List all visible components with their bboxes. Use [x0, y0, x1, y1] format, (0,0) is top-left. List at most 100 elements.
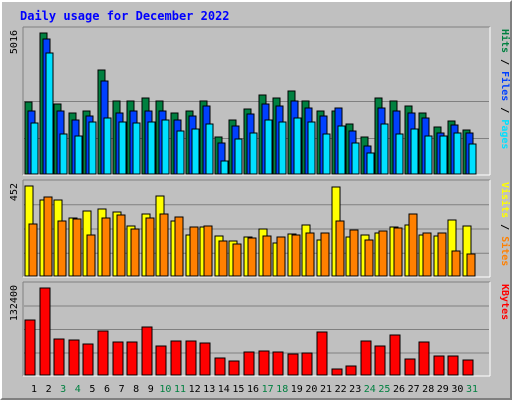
day-label-21: 21 — [320, 384, 332, 395]
bar-sites-day-21 — [320, 232, 330, 277]
bar-pages-day-4 — [74, 135, 83, 175]
bar-pages-day-16 — [249, 132, 258, 175]
bar-pages-day-6 — [103, 117, 112, 175]
bar-sites-day-29 — [437, 232, 447, 277]
day-label-18: 18 — [276, 384, 288, 395]
bar-sites-day-25 — [378, 230, 388, 277]
bar-sites-day-10 — [159, 213, 169, 277]
day-label-31: 31 — [466, 384, 478, 395]
bar-sites-day-18 — [276, 236, 286, 277]
chart-title: Daily usage for December 2022 — [20, 9, 230, 23]
bar-pages-day-1 — [30, 122, 39, 175]
bar-sites-day-9 — [145, 217, 155, 277]
bar-pages-day-30 — [453, 132, 462, 175]
hits-files-pages-scale-label: 5016 — [9, 30, 20, 54]
bar-kbytes-day-22 — [331, 368, 343, 376]
bar-kbytes-day-17 — [258, 350, 270, 376]
day-label-12: 12 — [189, 384, 201, 395]
hits-files-pages-panel: 5016 Hits / Files / Pages — [9, 26, 511, 176]
day-label-11: 11 — [174, 384, 186, 395]
bar-kbytes-day-29 — [433, 355, 445, 376]
bar-kbytes-day-13 — [199, 342, 211, 376]
legend-entry: Files — [499, 71, 511, 101]
bar-sites-day-17 — [262, 235, 272, 277]
day-label-2: 2 — [46, 384, 52, 395]
day-label-20: 20 — [305, 384, 317, 395]
day-label-14: 14 — [218, 384, 230, 395]
bar-kbytes-day-30 — [447, 355, 459, 376]
day-label-1: 1 — [31, 384, 37, 395]
bar-pages-day-21 — [322, 133, 331, 175]
visits-sites-legend: Visits / Sites — [499, 182, 511, 266]
bar-sites-day-23 — [349, 229, 359, 277]
bar-kbytes-day-28 — [418, 341, 430, 376]
bar-pages-day-12 — [191, 128, 200, 175]
day-label-29: 29 — [437, 384, 449, 395]
bar-pages-day-20 — [307, 121, 316, 175]
bar-pages-day-23 — [351, 142, 360, 175]
bar-kbytes-day-4 — [68, 339, 80, 376]
bar-pages-day-5 — [88, 121, 97, 175]
day-label-16: 16 — [247, 384, 259, 395]
bar-sites-day-27 — [408, 213, 418, 277]
bar-kbytes-day-25 — [374, 345, 386, 376]
visits-sites-panel: 452 Visits / Sites — [9, 179, 511, 278]
bar-sites-day-31 — [466, 253, 476, 277]
bar-kbytes-day-9 — [141, 326, 153, 376]
day-label-7: 7 — [119, 384, 125, 395]
bar-sites-day-30 — [451, 250, 461, 277]
bar-sites-day-22 — [335, 220, 345, 277]
bar-pages-day-22 — [337, 125, 346, 175]
day-label-6: 6 — [104, 384, 110, 395]
visits-sites-scale-label: 452 — [9, 183, 20, 201]
bar-sites-day-1 — [28, 223, 38, 277]
day-label-10: 10 — [159, 384, 171, 395]
bar-kbytes-day-6 — [97, 330, 109, 376]
bar-sites-day-26 — [393, 227, 403, 277]
bar-pages-day-31 — [468, 143, 477, 175]
kbytes-scale-label: 132400 — [9, 285, 20, 321]
day-label-4: 4 — [75, 384, 81, 395]
bar-kbytes-day-16 — [243, 351, 255, 376]
bar-kbytes-day-2 — [39, 287, 51, 376]
day-label-24: 24 — [364, 384, 376, 395]
bar-pages-day-7 — [118, 121, 127, 175]
bar-pages-day-15 — [234, 138, 243, 175]
bar-kbytes-day-12 — [185, 340, 197, 376]
day-label-9: 9 — [148, 384, 154, 395]
bar-pages-day-3 — [59, 133, 68, 175]
bar-kbytes-day-15 — [228, 360, 240, 376]
bar-kbytes-day-20 — [301, 352, 313, 376]
bar-kbytes-day-1 — [24, 319, 36, 376]
bar-kbytes-day-3 — [53, 338, 65, 376]
bar-sites-day-19 — [291, 234, 301, 277]
bar-kbytes-day-31 — [462, 359, 474, 376]
bar-kbytes-day-26 — [389, 334, 401, 376]
bar-kbytes-day-11 — [170, 340, 182, 376]
bar-pages-day-8 — [132, 122, 141, 175]
bar-kbytes-day-27 — [404, 358, 416, 376]
kbytes-legend: KBytes — [499, 284, 510, 320]
bar-pages-day-27 — [410, 128, 419, 175]
bar-kbytes-day-24 — [360, 340, 372, 376]
day-label-17: 17 — [262, 384, 274, 395]
bar-kbytes-day-18 — [272, 351, 284, 376]
bar-sites-day-24 — [364, 239, 374, 277]
bar-pages-day-10 — [161, 119, 170, 175]
bar-kbytes-day-10 — [155, 345, 167, 376]
bar-kbytes-day-23 — [345, 365, 357, 376]
bar-kbytes-day-19 — [287, 353, 299, 376]
bar-pages-day-18 — [278, 121, 287, 175]
day-label-22: 22 — [335, 384, 347, 395]
bar-pages-day-24 — [366, 152, 375, 175]
bar-sites-day-16 — [247, 237, 257, 277]
bar-sites-day-3 — [57, 220, 67, 277]
bar-kbytes-day-21 — [316, 331, 328, 376]
bar-pages-day-11 — [176, 130, 185, 175]
kbytes-panel: 132400 KBytes — [9, 281, 510, 377]
bar-pages-day-25 — [380, 123, 389, 175]
legend-entry: Pages — [499, 119, 510, 149]
day-label-25: 25 — [378, 384, 390, 395]
bar-sites-day-6 — [101, 217, 111, 277]
day-label-30: 30 — [451, 384, 463, 395]
